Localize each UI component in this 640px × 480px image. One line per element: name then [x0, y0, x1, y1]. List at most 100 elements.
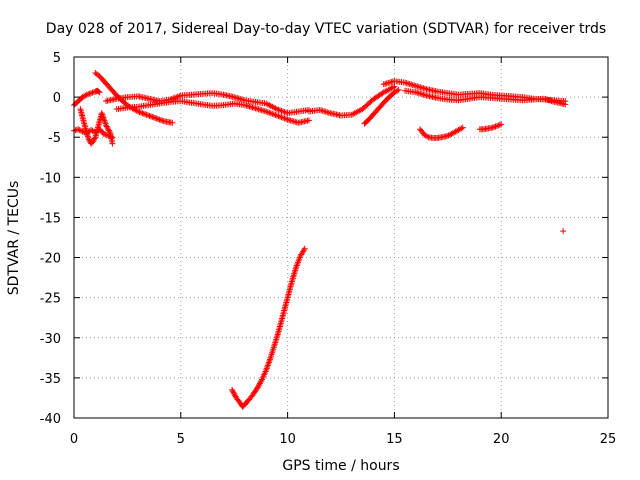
series-cluster-early-c: [77, 106, 116, 147]
data-point: [495, 122, 502, 129]
data-point: [136, 109, 143, 116]
data-point: [491, 124, 498, 131]
data-point: [95, 88, 102, 95]
data-point: [139, 110, 146, 117]
chart-title: Day 028 of 2017, Sidereal Day-to-day VTE…: [46, 21, 606, 37]
data-point: [153, 115, 160, 122]
series-dip-deep: [229, 245, 308, 410]
series-arc-late-b: [476, 121, 505, 133]
plot-frame: [73, 56, 609, 419]
data-point: [91, 135, 98, 142]
data-point: [88, 90, 95, 97]
data-point: [562, 101, 569, 108]
y-tick-label: -20: [40, 252, 61, 267]
data-point: [109, 140, 116, 147]
data-point: [105, 126, 112, 133]
data-point: [256, 381, 263, 388]
data-point: [258, 377, 265, 384]
axis-tick-labels: 0 5 10 15 20 25 5 0 -5 -10 -15 -20 -25 -30 -35 -40: [40, 51, 617, 447]
data-point: [82, 92, 89, 99]
x-tick-label: 10: [279, 432, 296, 447]
data-point: [257, 379, 264, 386]
data-point: [231, 392, 238, 399]
data-point: [83, 91, 90, 98]
y-tick-label: 0: [53, 91, 61, 106]
data-point: [145, 112, 152, 119]
data-point: [103, 123, 110, 130]
data-point: [496, 121, 503, 128]
data-point: [560, 228, 567, 235]
data-point: [85, 91, 92, 98]
y-tick-label: -15: [40, 211, 61, 226]
data-point: [444, 132, 451, 139]
data-point: [140, 110, 147, 117]
data-point: [156, 116, 163, 123]
data-point: [90, 136, 97, 143]
data-point: [78, 127, 85, 134]
x-tick-label: 25: [600, 432, 617, 447]
data-point: [90, 138, 97, 145]
data-point: [424, 133, 431, 140]
series-track-peak-lower: [402, 87, 569, 108]
y-tick-label: 5: [53, 51, 61, 66]
x-tick-label: 5: [177, 432, 185, 447]
x-axis-label: GPS time / hours: [282, 458, 399, 474]
data-point: [254, 384, 261, 391]
data-point: [229, 388, 236, 395]
data-point: [300, 247, 307, 254]
data-point: [157, 117, 164, 124]
data-point: [394, 87, 401, 94]
series-outlier: [560, 228, 567, 235]
data-point: [442, 133, 449, 140]
data-point: [147, 113, 154, 120]
data-point: [106, 128, 113, 135]
data-point: [159, 117, 166, 124]
data-point: [492, 123, 499, 130]
data-point: [155, 116, 162, 123]
data-point: [395, 86, 402, 93]
data-points: [71, 70, 569, 410]
data-point: [301, 245, 308, 252]
data-point: [142, 111, 149, 118]
y-axis-label: SDTVAR / TECUs: [6, 181, 22, 296]
x-tick-label: 0: [70, 432, 78, 447]
series-arc-late-a: [417, 124, 466, 142]
series-track-mid: [305, 83, 398, 119]
data-point: [104, 124, 111, 131]
data-point: [255, 383, 262, 390]
data-point: [231, 390, 238, 397]
data-point: [146, 112, 153, 119]
y-tick-label: -5: [48, 131, 61, 146]
y-tick-label: -10: [40, 171, 61, 186]
data-point: [143, 111, 150, 118]
y-tick-label: -25: [40, 292, 61, 307]
data-point: [100, 131, 107, 138]
data-point: [149, 113, 156, 120]
data-point: [459, 124, 466, 131]
data-point: [137, 109, 144, 116]
data-point: [229, 386, 236, 393]
data-point: [305, 117, 312, 124]
data-point: [102, 131, 109, 138]
data-point: [86, 90, 93, 97]
data-point: [89, 89, 96, 96]
data-point: [150, 114, 157, 121]
data-point: [256, 380, 263, 387]
series-track-main-lower: [113, 98, 312, 126]
series-cluster-early-b: [71, 87, 103, 109]
data-point: [152, 114, 159, 121]
data-point: [458, 125, 465, 132]
y-tick-label: -40: [40, 412, 61, 427]
series-track-main-upper: [103, 90, 312, 117]
data-point: [96, 89, 103, 96]
data-point: [445, 132, 452, 139]
data-point: [169, 119, 176, 126]
y-tick-label: -35: [40, 372, 61, 387]
x-tick-label: 15: [386, 432, 403, 447]
data-point: [103, 122, 110, 129]
x-tick-label: 20: [493, 432, 510, 447]
data-point: [489, 124, 496, 131]
grid: [74, 57, 608, 418]
data-point: [105, 127, 112, 134]
